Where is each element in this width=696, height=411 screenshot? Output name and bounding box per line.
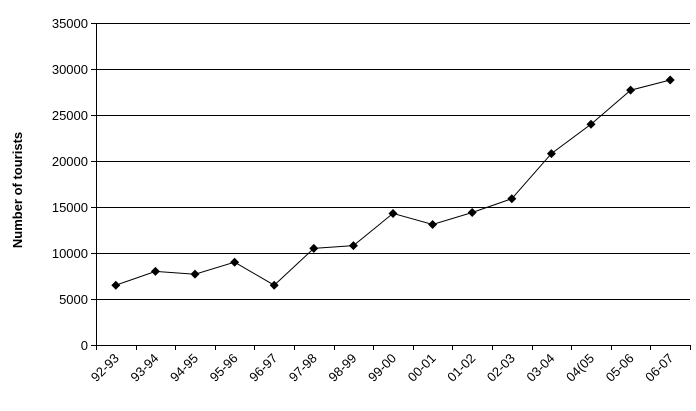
y-tick-label: 35000 (52, 16, 88, 31)
x-tick-label: 95-96 (207, 351, 241, 385)
x-tick-label: 04(05 (563, 351, 597, 385)
x-tick-label: 99-00 (365, 351, 399, 385)
data-point (388, 208, 398, 218)
x-tick-labels: 92-93 93-94 94-95 95-96 96-97 97-98 98-99 99-00… (88, 351, 677, 385)
data-point (150, 266, 160, 276)
x-tick-label: 00-01 (405, 351, 439, 385)
x-tick-label: 01-02 (444, 351, 478, 385)
y-tick-labels: 0 5000 10000 15000 20000 25000 30000 35000 (52, 16, 88, 353)
series (111, 75, 675, 290)
x-tick-label: 96-97 (246, 351, 280, 385)
data-point (348, 241, 358, 251)
y-tick-label: 0 (81, 338, 88, 353)
x-tick-label: 92-93 (88, 351, 122, 385)
data-point (507, 194, 517, 204)
data-point (111, 280, 121, 290)
x-tick-label: 94-95 (167, 351, 201, 385)
x-tick-label: 03-04 (523, 351, 557, 385)
data-point (467, 208, 477, 218)
data-point (586, 119, 596, 129)
data-point (665, 75, 675, 85)
y-tick-label: 20000 (52, 154, 88, 169)
x-tick-label: 97-98 (286, 351, 320, 385)
x-tick-label: 05-06 (603, 351, 637, 385)
gridlines (96, 23, 690, 300)
y-tick-label: 30000 (52, 62, 88, 77)
x-tick-label: 06-07 (642, 351, 676, 385)
x-tick-label: 02-03 (484, 351, 518, 385)
y-tick-label: 10000 (52, 246, 88, 261)
data-point (230, 257, 240, 267)
x-tick-label: 93-94 (127, 351, 161, 385)
data-point (190, 269, 200, 279)
y-tick-label: 5000 (59, 292, 88, 307)
y-tick-label: 15000 (52, 200, 88, 215)
y-tick-label: 25000 (52, 108, 88, 123)
data-point (309, 243, 319, 253)
x-tick-label: 98-99 (325, 351, 359, 385)
data-point (428, 219, 438, 229)
y-axis-label: Number of tourists (10, 132, 25, 248)
series-line (115, 79, 671, 286)
data-point (546, 149, 556, 159)
data-point (269, 280, 279, 290)
axes (91, 23, 691, 350)
data-point (626, 85, 636, 95)
